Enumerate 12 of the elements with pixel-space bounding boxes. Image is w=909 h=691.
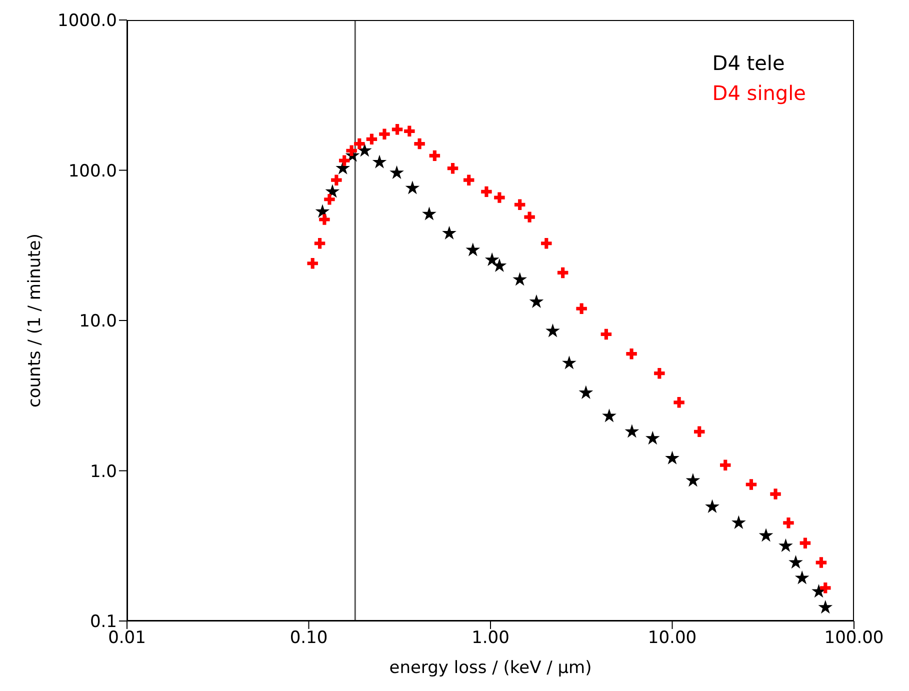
x-tick-label: 0.01	[108, 628, 146, 648]
x-tick-label: 100.00	[824, 628, 884, 648]
y-axis-title: counts / (1 / minute)	[25, 234, 45, 408]
x-tick-label: 10.00	[648, 628, 697, 648]
y-tick-label: 1.0	[90, 462, 117, 482]
y-tick-label: 1000.0	[58, 11, 117, 32]
y-tick-label: 100.0	[68, 161, 117, 182]
x-tick-label: 1.00	[472, 628, 510, 648]
legend: D4 tele D4 single	[712, 48, 806, 108]
x-axis-title: energy loss / (keV / μm)	[389, 658, 592, 678]
x-tick-label: 0.10	[290, 628, 328, 648]
y-tick-label: 10.0	[79, 312, 117, 332]
